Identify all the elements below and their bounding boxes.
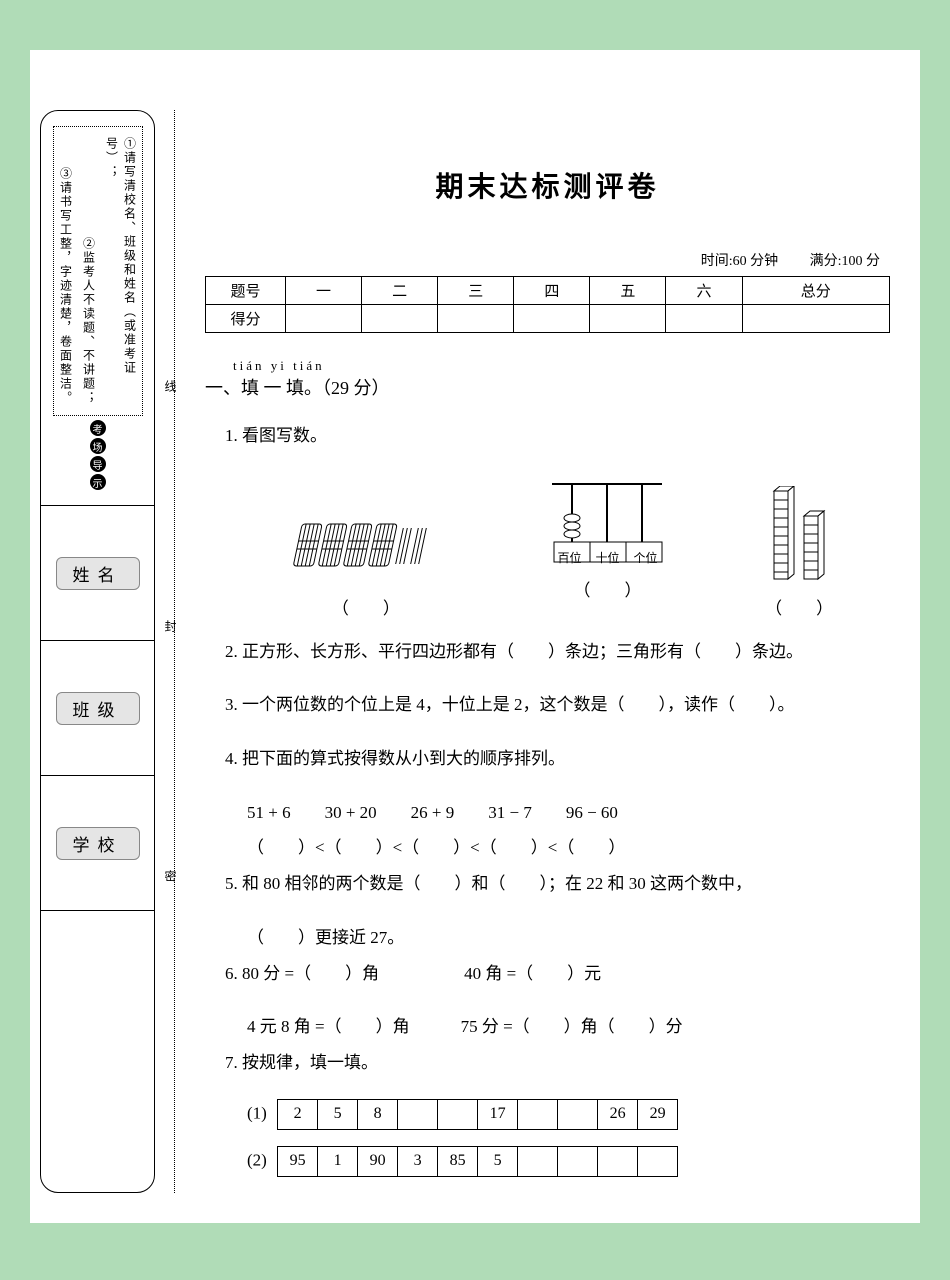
badge: 场	[90, 438, 106, 454]
question-3: 3. 一个两位数的个位上是 4，十位上是 2，这个数是（ ），读作（ ）。	[225, 687, 890, 723]
seq-cell[interactable]	[558, 1146, 598, 1176]
seq-cell: 8	[358, 1099, 398, 1129]
bundle-figure: （ ）	[281, 506, 451, 619]
score-cell[interactable]	[742, 305, 889, 333]
question-2: 2. 正方形、长方形、平行四边形都有（ ）条边；三角形有（ ）条边。	[225, 634, 890, 670]
seq-cell: 85	[438, 1146, 478, 1176]
q1-figures: （ ） 百位 十位 个位	[235, 474, 880, 619]
question-1: 1. 看图写数。	[225, 418, 890, 454]
cut-label: 线	[162, 380, 179, 392]
score-col: 二	[362, 277, 438, 305]
seq-cell[interactable]	[598, 1146, 638, 1176]
seq-cell: 5	[318, 1099, 358, 1129]
seq-cell: 5	[478, 1146, 518, 1176]
badge: 导	[90, 456, 106, 472]
badge: 考	[90, 420, 106, 436]
blocks-icon	[764, 486, 834, 586]
abacus-figure: 百位 十位 个位 （ ）	[542, 474, 672, 619]
binding-column: ①请写清校名、班级和姓名（或准考证号）； ②监考人不读题、不讲题； ③请书写工整…	[40, 110, 155, 1193]
score-cell[interactable]	[666, 305, 742, 333]
score-cell[interactable]	[590, 305, 666, 333]
cut-label: 封	[162, 620, 179, 632]
sequence-2: (2) 95 1 90 3 85 5	[247, 1146, 890, 1177]
seq2-label: (2)	[247, 1150, 267, 1169]
seq1-label: (1)	[247, 1103, 267, 1122]
seq-cell[interactable]	[398, 1099, 438, 1129]
full-score: 满分:100 分	[810, 254, 880, 269]
sequence-1: (1) 2 5 8 17 26 29	[247, 1099, 890, 1130]
question-6a: 6. 80 分 =（ ）角 40 角 =（ ）元	[225, 956, 890, 992]
score-col: 一	[286, 277, 362, 305]
exam-title: 期末达标测评卷	[205, 165, 890, 205]
badge: 示	[90, 474, 106, 490]
seq2-table: 95 1 90 3 85 5	[277, 1146, 678, 1177]
blank-section	[41, 910, 154, 1192]
q4-blanks[interactable]: （ ）<（ ）<（ ）<（ ）<（ ）	[247, 830, 890, 866]
section-heading: 一、填 一 填。（29 分）	[205, 374, 890, 400]
badge-stack: 考 场 导 示	[90, 420, 106, 490]
answer-blank[interactable]: （ ）	[332, 599, 400, 618]
seq-cell: 26	[598, 1099, 638, 1129]
score-col: 四	[514, 277, 590, 305]
place-t: 十位	[595, 549, 619, 566]
rule-1: ①请写清校名、班级和姓名（或准考证号）；	[103, 137, 139, 405]
sticks-icon	[281, 506, 451, 586]
score-cell[interactable]	[362, 305, 438, 333]
question-7: 7. 按规律，填一填。	[225, 1045, 890, 1081]
seq-cell[interactable]	[518, 1099, 558, 1129]
section-pinyin: tián yi tián	[233, 358, 890, 374]
name-label: 姓名	[56, 557, 140, 590]
question-5b: （ ）更接近 27。	[247, 920, 890, 956]
seq-cell[interactable]	[638, 1146, 678, 1176]
score-cell[interactable]	[286, 305, 362, 333]
score-row: 得分	[206, 305, 286, 333]
score-table: 题号 一 二 三 四 五 六 总分 得分	[205, 276, 890, 333]
score-cell[interactable]	[514, 305, 590, 333]
seq1-table: 2 5 8 17 26 29	[277, 1099, 678, 1130]
seq-cell[interactable]	[518, 1146, 558, 1176]
score-head: 题号	[206, 277, 286, 305]
seq-cell: 29	[638, 1099, 678, 1129]
school-label: 学校	[56, 827, 140, 860]
time-limit: 时间:60 分钟	[701, 254, 778, 269]
exam-paper: ①请写清校名、班级和姓名（或准考证号）； ②监考人不读题、不讲题； ③请书写工整…	[30, 50, 920, 1223]
score-cell[interactable]	[438, 305, 514, 333]
seq-cell[interactable]	[558, 1099, 598, 1129]
name-section: 姓名	[41, 505, 154, 640]
seq-cell: 1	[318, 1146, 358, 1176]
content-area: 期末达标测评卷 时间:60 分钟 满分:100 分 题号 一 二 三 四 五 六…	[185, 110, 890, 1193]
score-col: 五	[590, 277, 666, 305]
school-section: 学校	[41, 775, 154, 910]
question-5: 5. 和 80 相邻的两个数是（ ）和（ ）；在 22 和 30 这两个数中，	[225, 866, 890, 902]
score-col: 三	[438, 277, 514, 305]
score-col: 六	[666, 277, 742, 305]
seq-cell: 3	[398, 1146, 438, 1176]
question-6b: 4 元 8 角 =（ ）角 75 分 =（ ）角（ ）分	[247, 1009, 890, 1045]
meta-line: 时间:60 分钟 满分:100 分	[205, 250, 890, 270]
answer-blank[interactable]: （ ）	[765, 599, 833, 618]
place-o: 个位	[633, 549, 657, 566]
cut-line: 线 封 密	[165, 110, 175, 1193]
seq-cell: 17	[478, 1099, 518, 1129]
q4-expressions: 51 + 6 30 + 20 26 + 9 31 − 7 96 − 60	[247, 795, 890, 831]
rule-2: ②监考人不读题、不讲题；	[80, 237, 98, 405]
rules-box: ①请写清校名、班级和姓名（或准考证号）； ②监考人不读题、不讲题； ③请书写工整…	[53, 126, 143, 416]
seq-cell: 95	[278, 1146, 318, 1176]
seq-cell[interactable]	[438, 1099, 478, 1129]
rule-3: ③请书写工整，字迹清楚，卷面整洁。	[57, 167, 75, 405]
answer-blank[interactable]: （ ）	[573, 581, 641, 600]
class-section: 班级	[41, 640, 154, 775]
seq-cell: 90	[358, 1146, 398, 1176]
cut-label: 密	[162, 870, 179, 882]
question-4: 4. 把下面的算式按得数从小到大的顺序排列。	[225, 741, 890, 777]
score-col: 总分	[742, 277, 889, 305]
class-label: 班级	[56, 692, 140, 725]
place-h: 百位	[557, 549, 581, 566]
blocks-figure: （ ）	[764, 486, 834, 619]
seq-cell: 2	[278, 1099, 318, 1129]
